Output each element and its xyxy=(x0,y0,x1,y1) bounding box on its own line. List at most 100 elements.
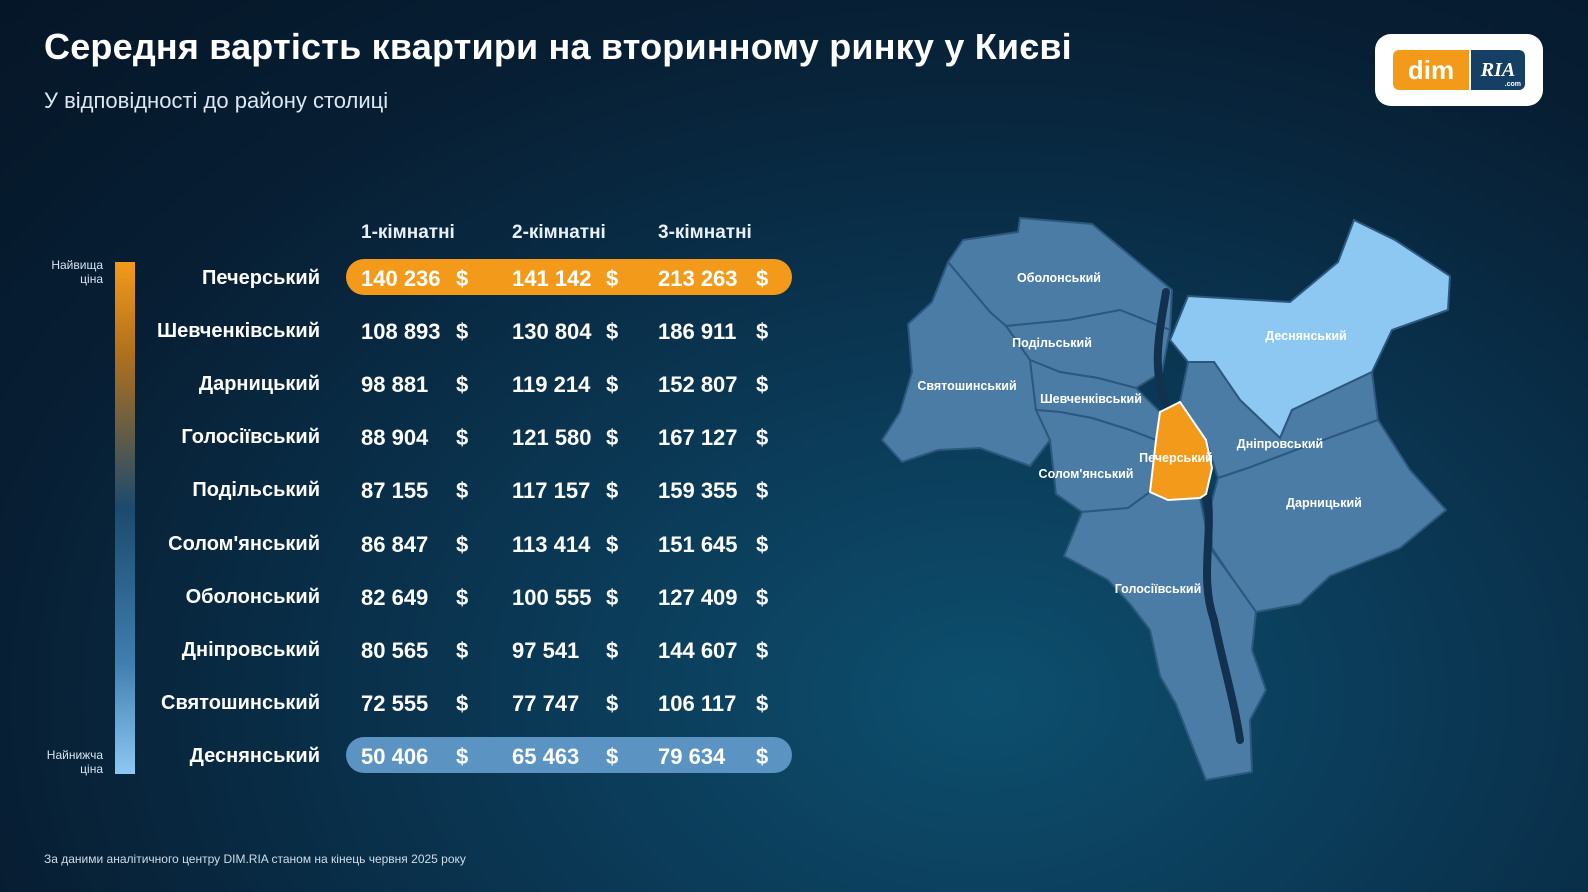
price-cell-2room: 113 414 xyxy=(512,531,591,557)
district-name: Дарницький xyxy=(198,373,320,396)
price-cell-1room: 86 847 xyxy=(361,531,429,557)
currency-sign: $ xyxy=(456,743,469,769)
column-header-3room: 3-кімнатні xyxy=(658,222,752,243)
map-label-dniprovskyi: Дніпровський xyxy=(1236,437,1324,451)
district-name: Печерський xyxy=(202,267,320,289)
map-district-darnytskyi xyxy=(1208,418,1448,614)
district-name: Дніпровський xyxy=(181,638,320,661)
currency-sign: $ xyxy=(756,266,769,291)
map-label-desnianskyi: Деснянський xyxy=(1265,329,1347,343)
currency-sign: $ xyxy=(606,478,619,504)
price-cell-2room: 117 157 xyxy=(512,478,591,504)
scale-top-label: Найвища ціна xyxy=(33,258,103,286)
price-cell-2room: 77 747 xyxy=(512,690,580,716)
price-scale-bar xyxy=(115,262,135,774)
price-cell-1room: 50 406 xyxy=(361,743,429,769)
price-cell-3room: 167 127 xyxy=(658,425,738,451)
district-name: Деснянський xyxy=(189,744,320,767)
map-label-darnytskyi: Дарницький xyxy=(1286,496,1362,510)
currency-sign: $ xyxy=(456,266,469,291)
price-cell-3room: 159 355 xyxy=(658,478,738,504)
page-subtitle: У відповідності до району столиці xyxy=(44,88,389,113)
currency-sign: $ xyxy=(606,319,619,345)
currency-sign: $ xyxy=(756,372,769,398)
price-cell-3room: 152 807 xyxy=(658,372,738,398)
currency-sign: $ xyxy=(756,425,769,451)
district-name: Голосіївський xyxy=(181,426,320,449)
price-cell-1room: 108 893 xyxy=(361,319,441,345)
district-name: Святошинський xyxy=(161,691,320,714)
map-label-pecherskyi: Печерський xyxy=(1139,451,1213,465)
price-cell-3room: 213 263 xyxy=(658,266,738,291)
page-title: Середня вартість квартири на вторинному … xyxy=(44,26,1072,67)
price-cell-2room: 121 580 xyxy=(512,425,592,451)
currency-sign: $ xyxy=(606,637,619,663)
scale-top-line2: ціна xyxy=(80,272,103,286)
currency-sign: $ xyxy=(756,531,769,557)
currency-sign: $ xyxy=(456,319,469,345)
price-cell-3room: 79 634 xyxy=(658,743,726,769)
currency-sign: $ xyxy=(606,372,619,398)
currency-sign: $ xyxy=(456,690,469,716)
currency-sign: $ xyxy=(456,478,469,504)
map-river-dnipro xyxy=(1153,288,1244,744)
price-cell-3room: 151 645 xyxy=(658,531,738,557)
price-cell-2room: 97 541 xyxy=(512,637,580,663)
currency-sign: $ xyxy=(456,584,469,610)
currency-sign: $ xyxy=(456,637,469,663)
district-name: Подільський xyxy=(192,479,320,502)
currency-sign: $ xyxy=(606,425,619,451)
price-cell-2room: 141 142 xyxy=(512,266,592,291)
column-header-2room: 2-кімнатні xyxy=(512,222,606,243)
district-name: Оболонський xyxy=(185,585,320,608)
price-cell-1room: 98 881 xyxy=(361,372,429,398)
logo-ria-part: RIA .com xyxy=(1471,50,1525,90)
map-label-obolonskyi: Оболонський xyxy=(1017,271,1101,285)
currency-sign: $ xyxy=(756,478,769,504)
price-cell-3room: 106 117 xyxy=(658,690,737,716)
currency-sign: $ xyxy=(456,372,469,398)
price-cell-2room: 65 463 xyxy=(512,743,580,769)
logo-dim-part: dim xyxy=(1393,50,1469,90)
dimria-logo[interactable]: dim RIA .com xyxy=(1375,34,1543,106)
scale-top-line1: Найвища xyxy=(51,258,103,272)
currency-sign: $ xyxy=(606,531,619,557)
currency-sign: $ xyxy=(606,690,619,716)
map-label-podilskyi: Подільський xyxy=(1012,336,1092,350)
currency-sign: $ xyxy=(756,690,769,716)
map-label-solomianskyi: Солом'янський xyxy=(1038,467,1134,481)
price-cell-1room: 140 236 xyxy=(361,266,441,291)
scale-bottom-line1: Найнижча xyxy=(46,748,103,762)
price-cell-3room: 144 607 xyxy=(658,637,738,663)
currency-sign: $ xyxy=(606,266,619,291)
price-cell-1room: 82 649 xyxy=(361,584,429,610)
price-cell-3room: 127 409 xyxy=(658,584,738,610)
map-label-sviatoshynskyi: Святошинський xyxy=(917,379,1017,393)
scale-bottom-line2: ціна xyxy=(80,762,103,776)
column-header-1room: 1-кімнатні xyxy=(361,222,455,243)
logo-com-text: .com xyxy=(1504,81,1521,88)
price-cell-1room: 87 155 xyxy=(361,478,429,504)
scale-bottom-label: Найнижча ціна xyxy=(33,748,103,776)
currency-sign: $ xyxy=(756,637,769,663)
price-cell-1room: 72 555 xyxy=(361,690,429,716)
price-cell-1room: 88 904 xyxy=(361,425,429,451)
logo-ria-text: RIA xyxy=(1480,59,1516,81)
currency-sign: $ xyxy=(456,425,469,451)
map-label-holosiivskyi: Голосіївський xyxy=(1114,582,1202,596)
price-cell-2room: 100 555 xyxy=(512,584,592,610)
price-cell-3room: 186 911 xyxy=(658,319,737,345)
lowest-price-highlight xyxy=(346,736,792,773)
currency-sign: $ xyxy=(756,584,769,610)
currency-sign: $ xyxy=(756,743,769,769)
currency-sign: $ xyxy=(756,319,769,345)
map-district-pecherskyi xyxy=(1148,400,1214,502)
highest-price-highlight xyxy=(346,259,792,295)
map-label-shevchenkivskyi: Шевченківський xyxy=(1040,392,1142,406)
price-cell-2room: 130 804 xyxy=(512,319,592,345)
price-cell-2room: 119 214 xyxy=(512,372,591,398)
currency-sign: $ xyxy=(606,584,619,610)
source-footnote: За даними аналітичного центру DIM.RIA ст… xyxy=(44,852,466,866)
currency-sign: $ xyxy=(606,743,619,769)
